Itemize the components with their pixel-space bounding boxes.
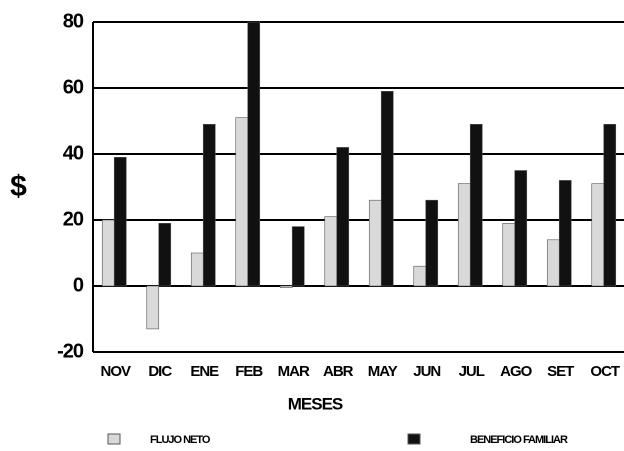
bar	[279, 285, 293, 288]
bar	[146, 285, 160, 330]
bar	[603, 124, 617, 287]
y-tick-label: 40	[63, 142, 84, 164]
x-tick-label: OCT	[590, 363, 620, 380]
bar	[247, 21, 261, 287]
bar	[425, 199, 439, 287]
bar	[514, 170, 528, 287]
bar	[324, 216, 338, 287]
bar	[558, 180, 572, 287]
y-tick-label: 60	[63, 76, 84, 98]
legend-swatch	[107, 433, 121, 445]
x-tick-label: MAR	[278, 363, 310, 380]
bar	[291, 226, 305, 287]
bar	[113, 157, 127, 287]
x-tick-label: DIC	[148, 363, 172, 380]
y-tick-label: 0	[73, 274, 84, 296]
legend-swatch	[407, 433, 421, 445]
x-axis-label: MESES	[288, 394, 343, 413]
x-tick-label: JUL	[459, 363, 485, 380]
x-tick-label: FEB	[235, 363, 263, 380]
bar	[502, 223, 516, 287]
bar	[380, 91, 394, 287]
x-tick-label: AGO	[500, 363, 533, 380]
bar	[469, 124, 483, 287]
bar	[368, 199, 382, 287]
x-tick-label: JUN	[413, 363, 440, 380]
bar	[190, 252, 204, 287]
legend-label: FLUJO NETO	[150, 434, 211, 446]
bar	[202, 124, 216, 287]
y-tick-label: 80	[63, 10, 84, 32]
legend-label: BENEFICIO FAMILIAR	[470, 434, 568, 446]
x-tick-label: SET	[547, 363, 574, 380]
x-tick-label: ABR	[323, 363, 354, 380]
bar	[546, 239, 560, 287]
bar	[235, 117, 249, 287]
y-tick-label: -20	[57, 340, 84, 362]
x-tick-label: MAY	[368, 363, 398, 380]
y-tick-label: 20	[63, 208, 84, 230]
bar	[591, 183, 605, 287]
bar	[336, 147, 350, 287]
bar	[413, 265, 427, 287]
x-tick-label: ENE	[190, 363, 219, 380]
bar	[158, 223, 172, 287]
bar	[457, 183, 471, 287]
x-tick-label: NOV	[100, 363, 131, 380]
bar	[101, 219, 115, 287]
y-axis-label: $	[10, 170, 27, 203]
